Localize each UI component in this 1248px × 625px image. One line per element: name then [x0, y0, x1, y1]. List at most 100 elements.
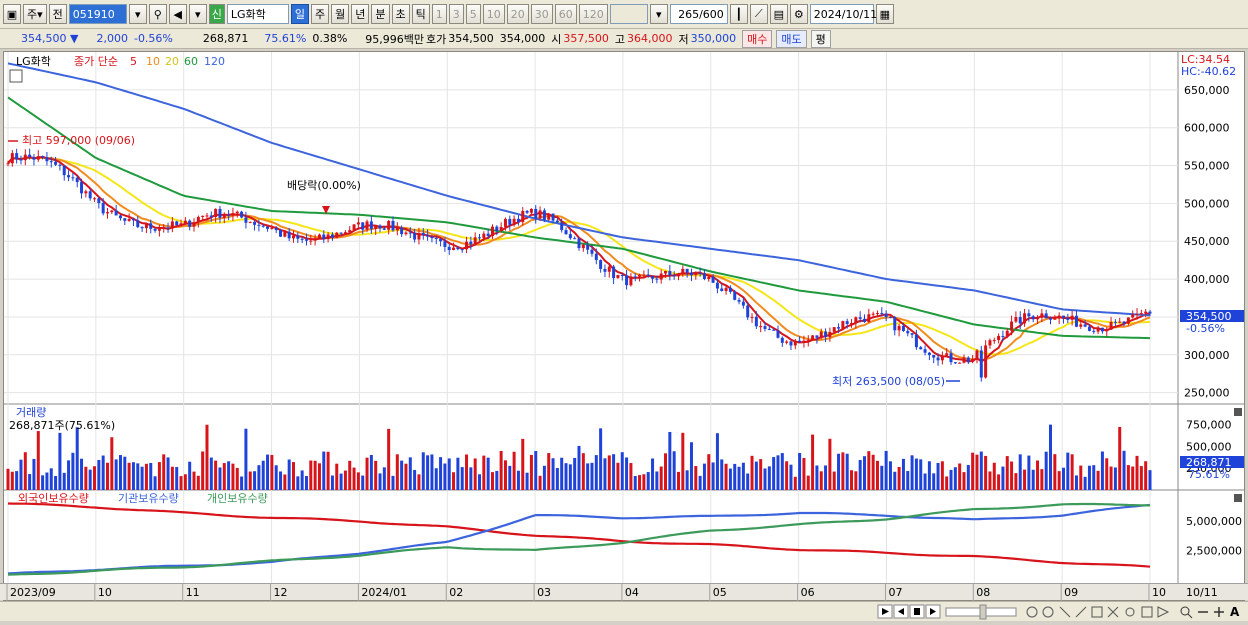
candle-body: [798, 340, 802, 343]
volume-bar: [36, 431, 40, 490]
volume-bar: [1148, 470, 1152, 490]
candle-body: [348, 230, 352, 233]
x-axis-end: 10/11: [1186, 586, 1218, 599]
candle-body: [1083, 324, 1087, 327]
candle-body: [486, 233, 490, 236]
candle-body: [110, 210, 114, 213]
box-tool-icon[interactable]: [1091, 606, 1103, 618]
date-input[interactable]: 2024/10/11: [809, 4, 877, 24]
zoom-in-icon[interactable]: [1214, 607, 1224, 617]
price-tick-label: 450,000: [1184, 235, 1230, 248]
candle-body: [785, 341, 789, 343]
sell-button[interactable]: 매도: [776, 29, 807, 48]
price-change: 2,000: [96, 32, 128, 45]
candle-body: [551, 213, 555, 221]
grid-toggle-icon[interactable]: [9, 69, 23, 83]
candle-body: [240, 211, 244, 218]
period-day[interactable]: 일: [290, 4, 310, 24]
candle-body: [577, 238, 581, 249]
interval-10[interactable]: 10: [482, 4, 505, 24]
volume-bar: [676, 471, 680, 490]
jeon-button[interactable]: 전: [48, 4, 67, 24]
period-year[interactable]: 년: [351, 4, 370, 24]
chart-type-icon[interactable]: ┃: [729, 4, 748, 24]
candle-body: [88, 191, 92, 199]
scroll-thumb[interactable]: [979, 604, 987, 620]
holding-close-icon[interactable]: [1234, 494, 1242, 502]
settings-tool-icon[interactable]: [1157, 606, 1170, 618]
buy-button[interactable]: 매수: [742, 29, 773, 48]
interval-1[interactable]: 1: [431, 4, 447, 24]
volume-bar: [1083, 476, 1087, 490]
indicator-icon[interactable]: [1026, 606, 1038, 618]
avg-button[interactable]: 평: [810, 29, 831, 48]
candle-body: [858, 317, 862, 319]
period-tick[interactable]: 틱: [411, 4, 430, 24]
delete-tool-icon[interactable]: [1107, 606, 1119, 618]
interval-5[interactable]: 5: [465, 4, 481, 24]
candle-body: [452, 247, 456, 251]
speaker-dropdown-icon[interactable]: ▾: [188, 4, 207, 24]
candle-body: [979, 350, 983, 378]
volume-bar: [460, 467, 464, 490]
drawing-tool-icon[interactable]: ⟋: [749, 4, 768, 24]
trend-tool-icon[interactable]: [1075, 606, 1087, 618]
volume-close-icon[interactable]: [1234, 408, 1242, 416]
calendar-icon[interactable]: ▦: [875, 4, 894, 24]
volume-bar: [1023, 469, 1027, 490]
interval-20[interactable]: 20: [506, 4, 529, 24]
volume-bar: [551, 458, 555, 490]
candle-body: [231, 213, 235, 216]
copy-icon[interactable]: [1141, 606, 1153, 618]
x-axis-label: 02: [449, 586, 463, 599]
candle-body: [875, 313, 879, 315]
volume-bar: [201, 451, 205, 490]
interval-custom-input[interactable]: [609, 4, 648, 24]
candle-body: [555, 220, 559, 223]
candle-body: [45, 157, 49, 162]
candle-body: [222, 214, 226, 218]
holding-tick-label: 5,000,000: [1186, 515, 1242, 528]
volume-bar: [28, 474, 32, 490]
candle-body: [672, 275, 676, 277]
volume-bar: [910, 455, 914, 490]
volume-bar: [940, 461, 944, 490]
compare-icon[interactable]: [1042, 606, 1054, 618]
search-icon[interactable]: ⚲: [148, 4, 167, 24]
interval-120[interactable]: 120: [578, 4, 608, 24]
period-month[interactable]: 월: [331, 4, 350, 24]
volume-bar: [157, 462, 161, 490]
period-minute[interactable]: 분: [371, 4, 390, 24]
interval-30[interactable]: 30: [530, 4, 553, 24]
volume-bar: [979, 451, 983, 490]
stock-code-input[interactable]: 051910: [68, 4, 127, 24]
volume-bar: [478, 474, 482, 490]
fib-tool-icon[interactable]: [1125, 607, 1135, 617]
volume-bar: [88, 469, 92, 490]
volume-bar: [616, 462, 620, 490]
window-menu-icon[interactable]: ▣: [3, 4, 21, 24]
interval-dropdown-icon[interactable]: ▾: [649, 4, 668, 24]
period-second[interactable]: 초: [391, 4, 410, 24]
volume-bar: [317, 463, 321, 490]
font-size-icon[interactable]: A: [1230, 605, 1240, 619]
volume-bar: [728, 468, 732, 490]
candle-body: [568, 234, 572, 239]
interval-3[interactable]: 3: [448, 4, 464, 24]
gear-icon[interactable]: ⚙: [789, 4, 808, 24]
volume-bar: [659, 466, 663, 490]
period-stock-select[interactable]: 주 ▾: [23, 4, 47, 24]
zoom-icon[interactable]: [1180, 606, 1190, 616]
candle-body: [880, 313, 884, 315]
chart-area[interactable]: 650,000 600,000 550,000 500,000 450,000 400,0…: [3, 51, 1245, 601]
speaker-icon[interactable]: ◀: [168, 4, 187, 24]
stock-name-field[interactable]: LG화학: [226, 4, 289, 24]
candle-body: [248, 221, 252, 223]
count-input[interactable]: 265/600: [669, 4, 728, 24]
interval-60[interactable]: 60: [554, 4, 577, 24]
code-dropdown-icon[interactable]: ▾: [128, 4, 147, 24]
chart-svg[interactable]: 650,000 600,000 550,000 500,000 450,000 400,0…: [4, 52, 1244, 600]
period-week[interactable]: 주: [311, 4, 330, 24]
line-tool-icon[interactable]: [1059, 606, 1071, 618]
save-icon[interactable]: ▤: [769, 4, 788, 24]
